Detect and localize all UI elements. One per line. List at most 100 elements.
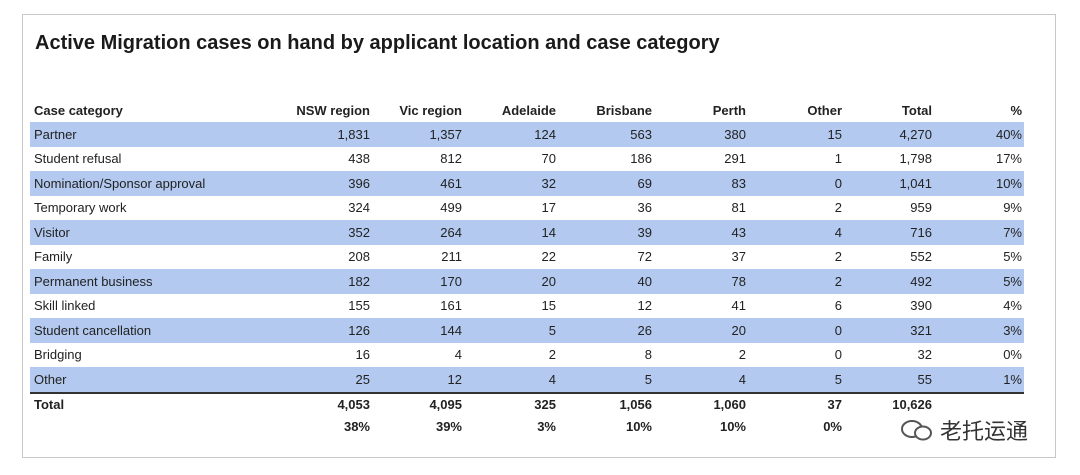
table-cell: 492 [844,269,934,294]
table-cell: Skill linked [34,298,96,314]
total-cell: 325 [464,391,558,416]
table-cell: 3% [934,318,1024,343]
table-cell: 70 [541,151,556,167]
table-cell: 380 [654,122,748,147]
table-cell: 0% [1003,347,1022,363]
table-cell: 5% [934,269,1024,294]
share-row: 38% 39% 3% 10% 10% 0% [30,416,1024,438]
header-cell: Perth [712,102,746,118]
table-cell: 324 [348,200,370,216]
table-cell: 39 [558,220,654,245]
table-cell: Permanent business [30,269,260,294]
watermark-text: 老托运通 [940,419,1029,444]
table-row: Skill linked 155 161 15 12 41 6 390 4% [30,294,1024,319]
table-cell: 0 [748,171,844,196]
table-row: Visitor 352 264 14 39 43 4 716 7% [30,220,1024,245]
share-cell: 0% [823,419,842,434]
share-cell: 39% [435,419,462,434]
table-cell: 291 [724,151,746,167]
table-cell: 17 [541,200,556,216]
table-cell: 499 [440,200,462,216]
empty-cell [30,416,260,438]
table-cell: 1,041 [844,171,934,196]
table-cell: 182 [260,269,372,294]
table-cell: 36 [637,200,652,216]
table-cell: 78 [654,269,748,294]
table-cell: 5 [748,367,844,393]
table-cell: 2 [738,347,746,363]
table-cell: Student cancellation [30,318,260,343]
table-cell: 22 [541,249,556,265]
table-cell: Bridging [34,347,82,363]
table-cell: 81 [731,200,746,216]
table-cell: 5% [1003,249,1022,265]
table-cell: 155 [348,298,370,314]
table-cell: 69 [558,171,654,196]
table-cell: 812 [440,151,462,167]
table-cell: 25 [260,367,372,393]
table-row: Family 208 211 22 72 37 2 552 5% [30,245,1024,270]
header-cell: Vic region [399,102,462,118]
table-cell: 8 [644,347,652,363]
table-cell: 40 [558,269,654,294]
table-cell: 16 [355,347,370,363]
table-cell: 5 [558,367,654,393]
table-cell: 9% [1003,200,1022,216]
table-cell: 15 [748,122,844,147]
share-cell: 3% [537,419,556,434]
table-row: Bridging 16 4 2 8 2 0 32 0% [30,343,1024,368]
table-row: Student refusal 438 812 70 186 291 1 1,798 17% [30,147,1024,172]
total-cell: 37 [748,391,844,416]
frame [22,14,1056,458]
header-row: Case category NSW region Vic region Adelaid… [30,98,1024,122]
table-row: Other 25 12 4 5 4 5 55 1% [30,367,1024,393]
table-row: Student cancellation 126 144 5 26 20 0 321 3% [30,318,1024,343]
table-row: Temporary work 324 499 17 36 81 2 959 9% [30,196,1024,221]
table-cell: 552 [910,249,932,265]
table-cell: 0 [748,318,844,343]
table-row: Partner 1,831 1,357 124 563 380 15 4,270 40% [30,122,1024,147]
table-cell: 12 [637,298,652,314]
table-cell: Nomination/Sponsor approval [30,171,260,196]
table-cell: 41 [731,298,746,314]
share-cell: 10% [719,419,746,434]
share-cell: 38% [343,419,370,434]
table-cell: Partner [30,122,260,147]
table-cell: 124 [464,122,558,147]
table-cell: 396 [260,171,372,196]
table-cell: 4,270 [844,122,934,147]
table-cell: 43 [654,220,748,245]
header-cell: Total [901,102,932,118]
table-cell: 14 [464,220,558,245]
table-cell: Family [34,249,73,265]
header-cell: Other [807,102,842,118]
table-cell: 4 [464,367,558,393]
table-cell: 390 [910,298,932,314]
table-cell: 186 [630,151,652,167]
table-cell: 126 [260,318,372,343]
table-cell: 563 [558,122,654,147]
table-cell: 959 [910,200,932,216]
table-cell: 15 [541,298,556,314]
table-title: Active Migration cases on hand by applic… [35,32,720,54]
table-cell: 1 [834,151,842,167]
table-cell: 4 [748,220,844,245]
table-cell: 6 [834,298,842,314]
header-cell: % [1010,102,1022,118]
table-cell: 4 [454,347,462,363]
table-cell: 211 [441,249,462,265]
header-cell: Brisbane [596,102,652,118]
table-cell: 0 [834,347,842,363]
table-cell: 12 [372,367,464,393]
share-cell: 10% [625,419,652,434]
table-cell: Student refusal [34,151,122,167]
table-cell: 321 [844,318,934,343]
watermark: 老托运通 [900,414,1028,446]
table-cell: 5 [464,318,558,343]
total-cell: Total [30,391,260,416]
header-cell: NSW region [296,102,370,118]
table-cell: 4% [1003,298,1022,314]
watermark-icon [901,420,932,441]
table-cell: 17% [995,151,1022,167]
